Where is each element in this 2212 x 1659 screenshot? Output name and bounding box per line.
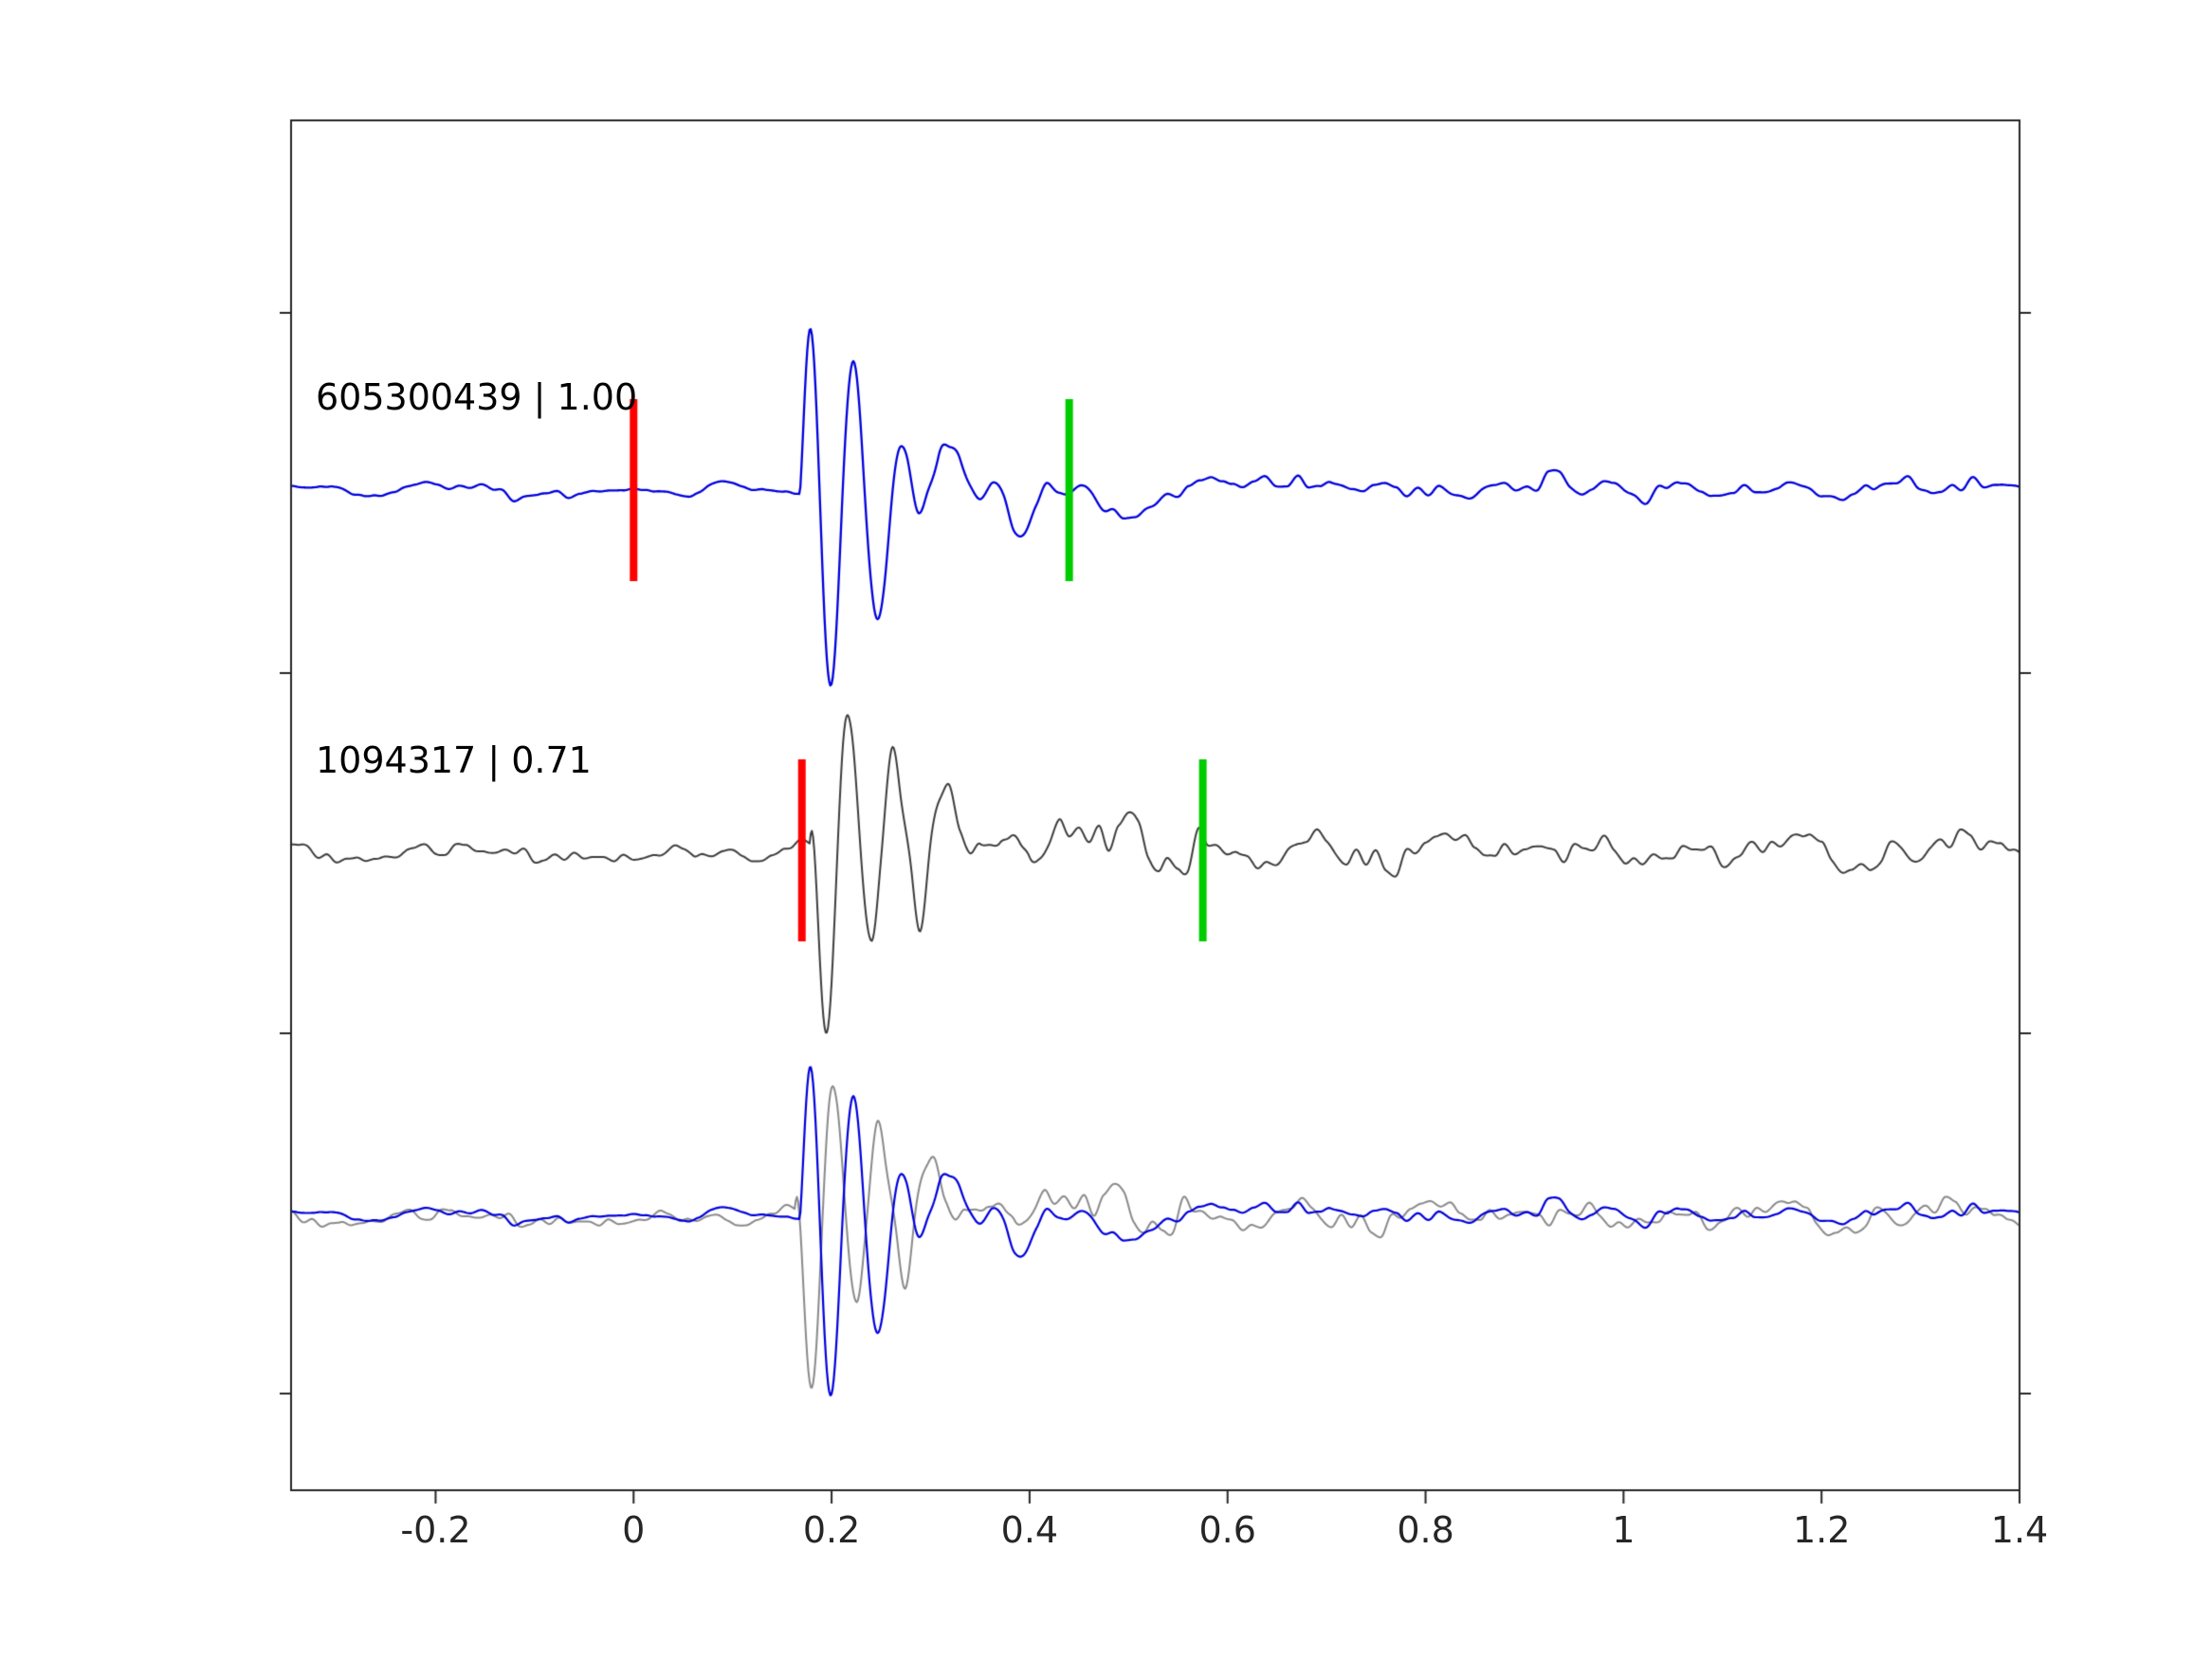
x-tick-label: 0 xyxy=(622,1509,646,1551)
x-tick-label: 0.8 xyxy=(1397,1509,1454,1551)
x-tick-label: 0.2 xyxy=(802,1509,861,1551)
x-tick-label: 0.4 xyxy=(1000,1509,1059,1551)
x-tick-label: 1.4 xyxy=(1990,1509,2049,1551)
trace-1-label: 605300439 | 1.00 xyxy=(316,376,638,418)
x-tick-label: 1.2 xyxy=(1792,1509,1851,1551)
x-tick-label: -0.2 xyxy=(400,1509,471,1551)
x-tick-label: 0.6 xyxy=(1198,1509,1256,1551)
x-tick-label: 1 xyxy=(1612,1509,1636,1551)
trace-2-label: 1094317 | 0.71 xyxy=(316,739,592,781)
